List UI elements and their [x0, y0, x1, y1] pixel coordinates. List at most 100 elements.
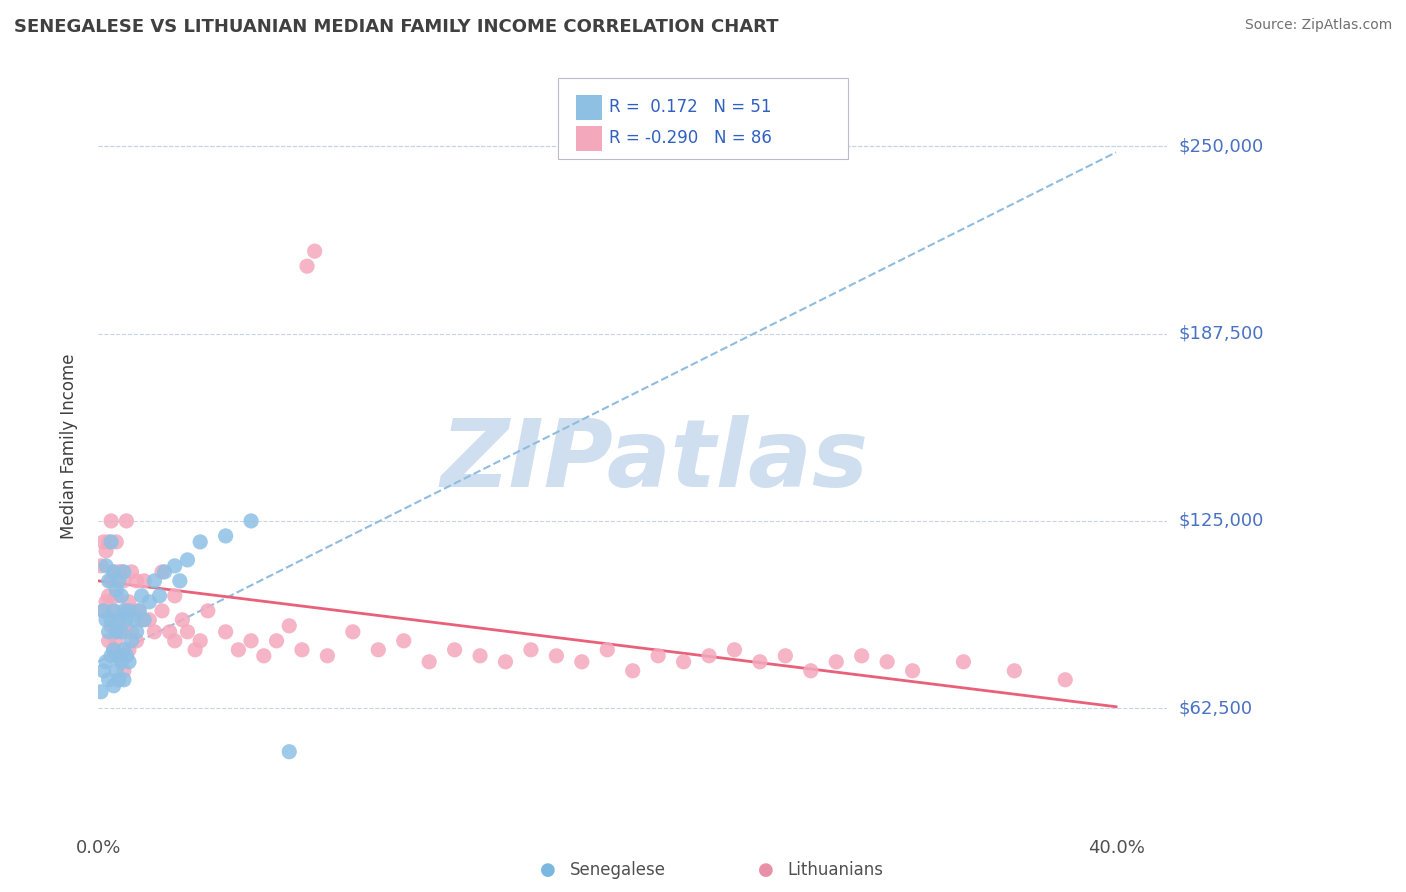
Point: [100, 613, 122, 627]
Point: [163, 633, 186, 648]
Point: [150, 565, 173, 579]
Point: [266, 633, 288, 648]
Point: [172, 613, 194, 627]
Point: [118, 655, 141, 669]
Point: [100, 514, 122, 528]
Point: [97, 673, 120, 687]
Point: [125, 574, 148, 588]
Point: [100, 619, 122, 633]
Point: [97, 574, 120, 588]
Point: [163, 558, 186, 573]
Point: [495, 655, 517, 669]
Point: [110, 624, 132, 639]
Text: SENEGALESE VS LITHUANIAN MEDIAN FAMILY INCOME CORRELATION CHART: SENEGALESE VS LITHUANIAN MEDIAN FAMILY I…: [14, 18, 779, 36]
Point: [121, 624, 143, 639]
Point: [100, 648, 122, 663]
Point: [825, 655, 848, 669]
Point: [647, 648, 669, 663]
Point: [316, 648, 339, 663]
Point: [546, 648, 568, 663]
Point: [105, 633, 128, 648]
Point: [901, 664, 924, 678]
Text: $187,500: $187,500: [1178, 325, 1264, 343]
Point: [148, 589, 170, 603]
Point: [105, 624, 128, 639]
Point: [112, 604, 135, 618]
Text: Lithuanians: Lithuanians: [787, 861, 883, 879]
Text: Source: ZipAtlas.com: Source: ZipAtlas.com: [1244, 18, 1392, 32]
Point: [214, 624, 236, 639]
Point: [176, 553, 198, 567]
Point: [468, 648, 491, 663]
Point: [103, 642, 125, 657]
Point: [125, 633, 148, 648]
Point: [118, 642, 141, 657]
Point: [253, 648, 276, 663]
Point: [342, 624, 364, 639]
Point: [112, 624, 135, 639]
Point: [103, 565, 125, 579]
Point: [112, 673, 135, 687]
Point: [621, 664, 644, 678]
Text: R = -0.290   N = 86: R = -0.290 N = 86: [609, 129, 772, 147]
Point: [94, 655, 117, 669]
Text: $125,000: $125,000: [1178, 512, 1264, 530]
Point: [134, 574, 156, 588]
Point: [143, 624, 166, 639]
Point: [876, 655, 898, 669]
Point: [115, 514, 138, 528]
Point: [240, 633, 263, 648]
Y-axis label: Median Family Income: Median Family Income: [59, 353, 77, 539]
Point: [121, 633, 143, 648]
Point: [240, 514, 263, 528]
Point: [176, 624, 198, 639]
Point: [169, 574, 191, 588]
Point: [110, 655, 132, 669]
Point: [214, 529, 236, 543]
Point: [90, 558, 112, 573]
Text: ZIPatlas: ZIPatlas: [440, 415, 868, 507]
Point: [122, 604, 145, 618]
Point: [103, 679, 125, 693]
Point: [121, 565, 143, 579]
Point: [103, 642, 125, 657]
Point: [105, 664, 128, 678]
Point: [291, 642, 314, 657]
Text: ●: ●: [540, 861, 557, 879]
Point: [952, 655, 974, 669]
Point: [93, 604, 115, 618]
Point: [153, 565, 176, 579]
Point: [1054, 673, 1077, 687]
Point: [94, 558, 117, 573]
Point: [115, 613, 138, 627]
Text: ●: ●: [758, 861, 775, 879]
Point: [228, 642, 250, 657]
Point: [97, 589, 120, 603]
Point: [115, 648, 138, 663]
Point: [93, 664, 115, 678]
Point: [197, 604, 219, 618]
Point: [131, 613, 153, 627]
Point: [112, 664, 135, 678]
Point: [571, 655, 593, 669]
Point: [672, 655, 695, 669]
Point: [103, 565, 125, 579]
Point: [110, 589, 132, 603]
Point: [90, 685, 112, 699]
Text: R =  0.172   N = 51: R = 0.172 N = 51: [609, 98, 772, 116]
Point: [295, 259, 318, 273]
Point: [112, 565, 135, 579]
Point: [97, 633, 120, 648]
Point: [367, 642, 389, 657]
Point: [100, 574, 122, 588]
Point: [520, 642, 543, 657]
Point: [122, 613, 145, 627]
Point: [851, 648, 873, 663]
Point: [112, 642, 135, 657]
Point: [107, 574, 129, 588]
Point: [107, 565, 129, 579]
Point: [107, 673, 129, 687]
Point: [110, 619, 132, 633]
Point: [107, 613, 129, 627]
Point: [107, 648, 129, 663]
